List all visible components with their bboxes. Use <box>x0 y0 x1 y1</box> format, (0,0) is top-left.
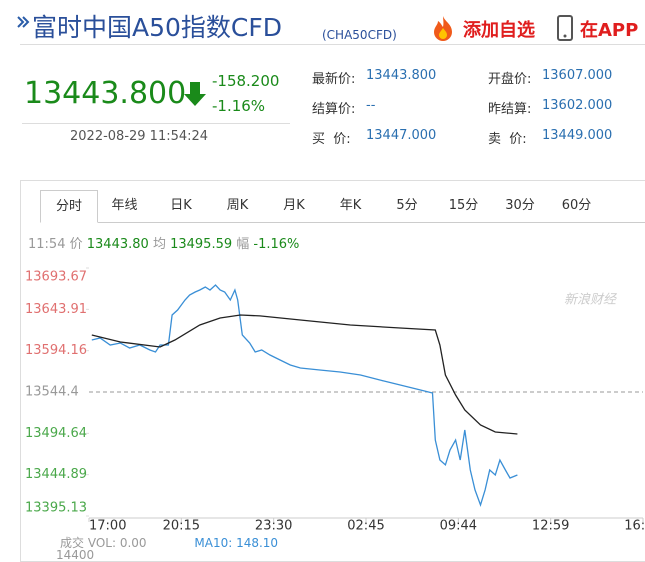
watermark: 新浪财经 <box>564 292 618 308</box>
y-tick-label: 13544.4 <box>25 385 79 400</box>
series-line <box>91 314 518 435</box>
y-tick-label: 13693.67 <box>25 270 87 285</box>
info-time: 11:54 <box>28 237 66 252</box>
down-arrow <box>184 82 206 106</box>
x-tick-label: 09:44 <box>440 519 477 534</box>
series-line <box>91 284 518 508</box>
stat-value: 13449.000 <box>542 128 613 143</box>
footer: 成交 VOL: 0.00 MA10: 148.10 <box>60 534 278 551</box>
y-tick-label: 13643.91 <box>25 302 87 317</box>
quote-time: 2022-08-29 11:54:24 <box>70 129 209 144</box>
stat-value: 13602.000 <box>542 98 613 113</box>
change: -158.200 <box>212 72 280 90</box>
info-price-label: 价 <box>69 237 83 252</box>
stat-value: 13607.000 <box>542 68 613 83</box>
info-price: 13443.80 <box>86 237 149 252</box>
tab[interactable]: 周K <box>226 198 249 213</box>
title-icon <box>17 16 30 28</box>
code: (CHA50CFD) <box>322 28 397 42</box>
stat-label: 开盘价: <box>488 72 532 87</box>
stat-label: 结算价: <box>312 102 356 117</box>
tab[interactable]: 分时 <box>40 190 98 223</box>
title: 富时中国A50指数CFD <box>32 13 283 42</box>
info-bar: 11:54 价 13443.80 均 13495.59 幅 -1.16% <box>28 233 299 252</box>
x-tick-label: 17:00 <box>89 519 126 534</box>
stat-label: 卖 价: <box>488 132 527 147</box>
tab[interactable]: 60分 <box>561 198 592 213</box>
tab[interactable]: 月K <box>283 198 305 213</box>
stat-label: 买 价: <box>312 132 351 147</box>
y-tick-label: 13395.13 <box>25 501 87 516</box>
stat-label: 昨结算: <box>488 102 532 117</box>
vol: VOL: 0.00 <box>87 536 147 550</box>
tab[interactable]: 日K <box>170 198 192 213</box>
info-avg: 13495.59 <box>170 237 233 252</box>
tab[interactable]: 年K <box>339 198 362 213</box>
tab[interactable]: 15分 <box>448 198 479 213</box>
x-tick-label: 02:45 <box>347 519 384 534</box>
x-tick-label: 12:59 <box>532 519 569 534</box>
x-tick-label: 23:30 <box>255 519 292 534</box>
x-tick-label: 16:35 <box>624 519 645 534</box>
info-range-label: 幅 <box>236 237 250 252</box>
add-watch[interactable]: 添加自选 <box>463 20 535 41</box>
footer-tick: 14400 <box>56 548 95 562</box>
tab[interactable]: 年线 <box>111 198 138 213</box>
stat-value: 13443.800 <box>366 68 437 83</box>
phone-icon <box>557 15 573 41</box>
ma: MA10: 148.10 <box>194 536 279 550</box>
tab[interactable]: 30分 <box>505 198 535 213</box>
tab-bar: 分时 年线 日K 周K 月K 年K 5分 15分 30分 60分 <box>40 190 645 223</box>
fire-icon <box>434 16 452 41</box>
price: 13443.800 <box>24 76 187 111</box>
divider <box>22 123 290 124</box>
stat-value: -- <box>366 98 376 113</box>
vol-label: 成交 <box>60 536 85 550</box>
change-pct: -1.16% <box>212 97 266 115</box>
y-tick-label: 13444.89 <box>25 467 87 482</box>
info-avg-label: 均 <box>152 237 166 252</box>
y-tick-label: 13594.16 <box>25 343 87 358</box>
info-range: -1.16% <box>253 237 300 252</box>
y-tick-label: 13494.64 <box>25 426 87 441</box>
app-link[interactable]: 在APP <box>580 20 639 41</box>
stat-label: 最新价: <box>312 72 356 87</box>
divider <box>20 44 645 45</box>
stat-value: 13447.000 <box>366 128 437 143</box>
x-tick-label: 20:15 <box>163 519 200 534</box>
tab[interactable]: 5分 <box>396 198 418 213</box>
